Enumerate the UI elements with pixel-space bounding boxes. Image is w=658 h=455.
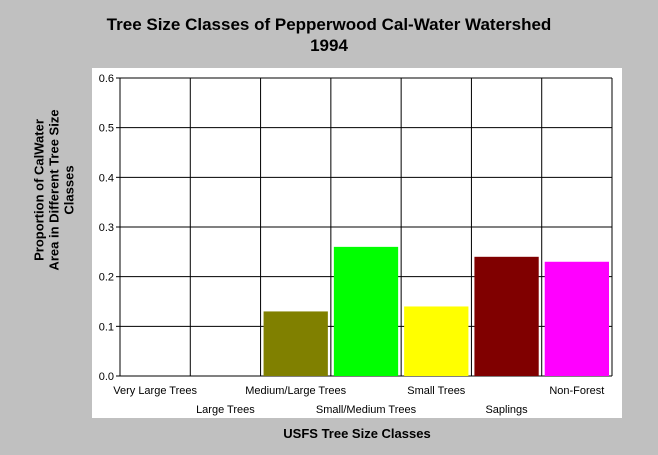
chart-title-line-2: 1994 bbox=[310, 36, 348, 55]
x-tick-label: Small/Medium Trees bbox=[316, 404, 417, 416]
bar-non-forest bbox=[544, 261, 609, 376]
bar-small-trees bbox=[404, 306, 469, 376]
chart-plot: 0.0 0.1 0.2 0.3 0.4 0.5 0.6 Very Large Trees Lar… bbox=[99, 73, 613, 416]
y-tick-label: 0.6 bbox=[99, 73, 114, 85]
y-tick-label: 0.4 bbox=[99, 172, 114, 184]
y-tick-label: 0.5 bbox=[99, 123, 114, 135]
y-axis-label-line-2: Area in Different Tree Size bbox=[46, 109, 62, 271]
x-tick-label: Small Trees bbox=[407, 385, 466, 397]
y-tick-label: 0.3 bbox=[99, 222, 114, 234]
x-tick-label: Non-Forest bbox=[549, 385, 604, 397]
x-tick-label: Very Large Trees bbox=[113, 385, 197, 397]
x-tick-label: Saplings bbox=[485, 404, 528, 416]
chart-title-line-1: Tree Size Classes of Pepperwood Cal-Wate… bbox=[106, 15, 552, 34]
x-tick-label: Medium/Large Trees bbox=[245, 385, 346, 397]
chart-title: Tree Size Classes of Pepperwood Cal-Wate… bbox=[0, 14, 658, 56]
y-tick-label: 0.0 bbox=[99, 371, 114, 383]
bar-small-medium-trees bbox=[333, 246, 399, 376]
x-tick-label: Large Trees bbox=[196, 404, 255, 416]
y-axis-label-line-3: Classes bbox=[61, 165, 77, 215]
y-axis-label-line-1: Proportion of CalWater bbox=[31, 119, 47, 261]
bar-medium-large-trees bbox=[263, 311, 328, 376]
chart-panel: 0.0 0.1 0.2 0.3 0.4 0.5 0.6 Very Large Trees Lar… bbox=[92, 68, 622, 418]
y-axis-label: Proportion of CalWater Area in Different… bbox=[32, 60, 77, 320]
bar-saplings bbox=[474, 256, 539, 376]
y-tick-label: 0.1 bbox=[99, 321, 114, 333]
y-tick-label: 0.2 bbox=[99, 272, 114, 284]
x-axis-label: USFS Tree Size Classes bbox=[283, 426, 431, 441]
